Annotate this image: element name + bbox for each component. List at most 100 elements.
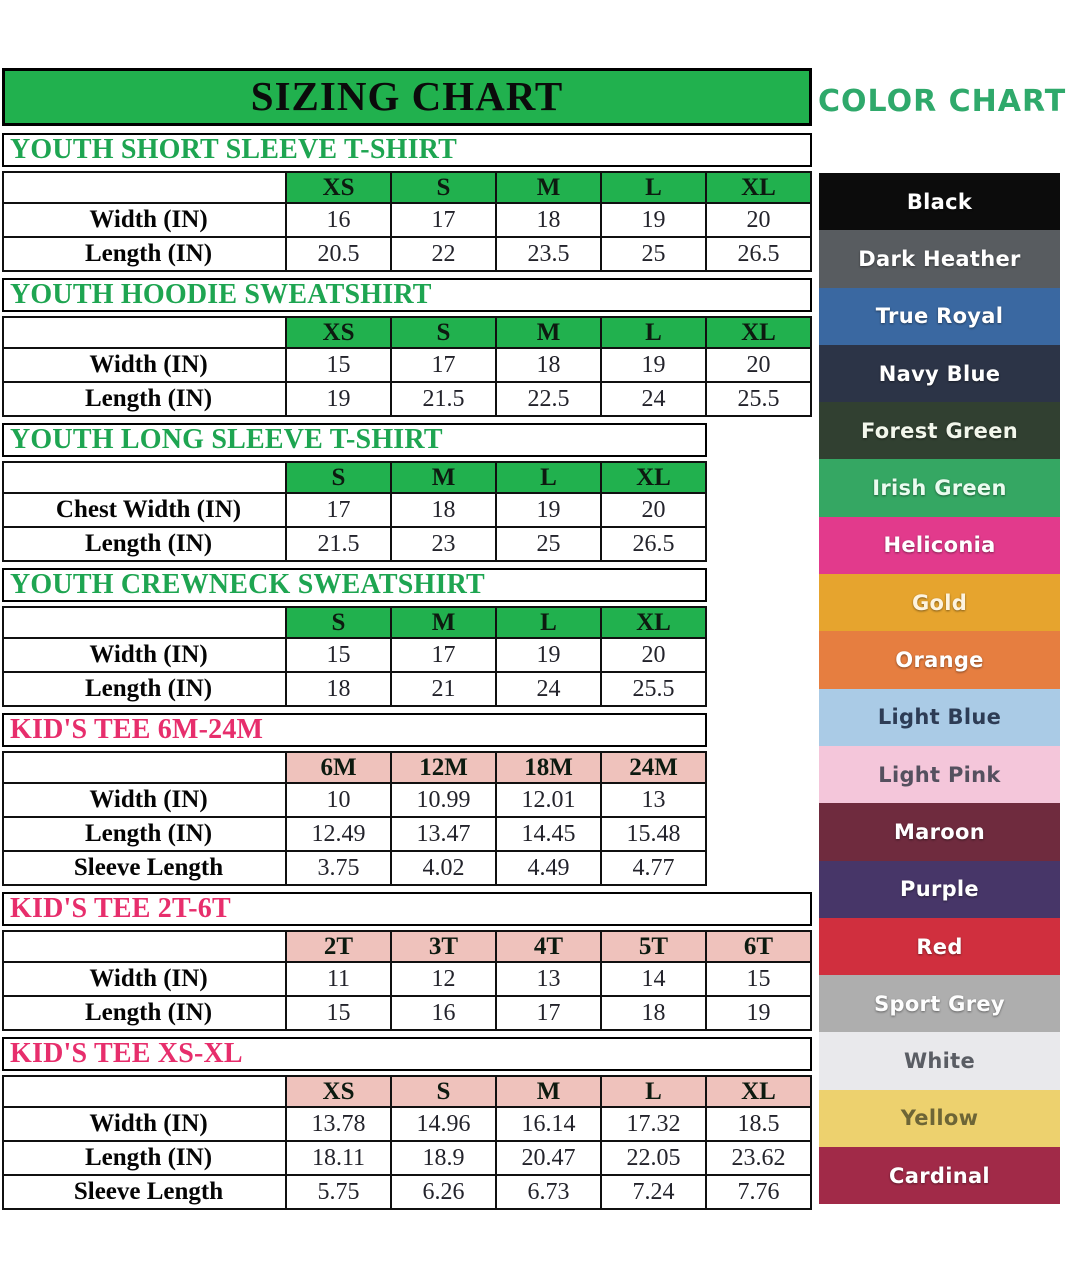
color-swatch-maroon: Maroon [819,803,1060,861]
size-column-header: 6M [285,751,392,784]
size-header-row: XS S M L XL [2,1075,812,1108]
size-column-header: 12M [390,751,497,784]
color-swatch-red: Red [819,917,1060,976]
size-value-cell: 14 [600,961,707,997]
size-value-cell: 14.45 [495,816,602,852]
size-value-cell: 22 [390,236,497,272]
size-value-cell: 20 [600,492,707,528]
size-value-cell: 13 [600,782,707,818]
row-label-spacer-cell [2,316,287,349]
measurement-row: Width (IN) 16 17 18 19 20 [2,202,812,238]
size-value-cell: 4.77 [600,850,707,886]
size-value-cell: 12.49 [285,816,392,852]
size-column-header: L [600,1075,707,1108]
color-swatch-irish-green: Irish Green [819,459,1060,517]
size-column-header: S [285,606,392,639]
color-swatch-purple: Purple [819,860,1060,918]
size-value-cell: 23.62 [705,1140,812,1176]
size-value-cell: 20.5 [285,236,392,272]
size-value-cell: 19 [600,202,707,238]
size-value-cell: 16.14 [495,1106,602,1142]
size-value-cell: 18.11 [285,1140,392,1176]
measurement-row: Width (IN) 15 17 18 19 20 [2,347,812,383]
section-heading: KID'S TEE 2T-6T [2,892,812,926]
size-value-cell: 16 [390,995,497,1031]
row-label-spacer-cell [2,930,287,963]
size-value-cell: 17.32 [600,1106,707,1142]
size-column-header: XL [600,606,707,639]
measurement-row: Width (IN) 11 12 13 14 15 [2,961,812,997]
row-label: Length (IN) [2,381,287,417]
size-value-cell: 11 [285,961,392,997]
color-swatch-dark-heather: Dark Heather [819,230,1060,288]
size-value-cell: 19 [285,381,392,417]
size-value-cell: 18 [495,347,602,383]
color-swatch-light-pink: Light Pink [819,745,1060,804]
size-column-header: S [390,171,497,204]
size-column-header: XL [705,316,812,349]
measurement-row: Width (IN) 13.78 14.96 16.14 17.32 18.5 [2,1106,812,1142]
measurement-row: Length (IN) 20.5 22 23.5 25 26.5 [2,236,812,272]
size-value-cell: 7.24 [600,1174,707,1210]
sizing-section: YOUTH HOODIE SWEATSHIRT XS S M L XL Width (IN)… [2,278,814,417]
size-column-header: 4T [495,930,602,963]
size-header-row: 6M 12M 18M 24M [2,751,707,784]
sizing-chart-panel: SIZING CHART YOUTH SHORT SLEEVE T-SHIRT X… [2,68,814,1216]
size-value-cell: 18 [495,202,602,238]
measurement-row: Length (IN) 15 16 17 18 19 [2,995,812,1031]
section-heading: YOUTH HOODIE SWEATSHIRT [2,278,812,312]
section-heading: YOUTH SHORT SLEEVE T-SHIRT [2,133,812,167]
size-value-cell: 26.5 [600,526,707,562]
row-label: Chest Width (IN) [2,492,287,528]
measurement-row: Length (IN) 18 21 24 25.5 [2,671,707,707]
size-column-header: 24M [600,751,707,784]
size-value-cell: 16 [285,202,392,238]
color-swatch-true-royal: True Royal [819,287,1060,345]
sizing-chart-title: SIZING CHART [2,68,812,126]
size-value-cell: 20 [600,637,707,673]
size-value-cell: 21.5 [285,526,392,562]
sizing-table: S M L XL Chest Width (IN) 17 18 19 20 Length (IN)… [2,461,707,562]
row-label: Length (IN) [2,671,287,707]
size-header-row: XS S M L XL [2,171,812,204]
size-value-cell: 24 [600,381,707,417]
size-value-cell: 18.5 [705,1106,812,1142]
color-swatch-cardinal: Cardinal [819,1147,1060,1205]
row-label: Sleeve Length [2,1174,287,1210]
row-label: Length (IN) [2,526,287,562]
row-label: Length (IN) [2,1140,287,1176]
size-value-cell: 25 [600,236,707,272]
sizing-section: KID'S TEE XS-XL XS S M L XL Width (IN) 13.78 14.… [2,1037,814,1210]
size-value-cell: 5.75 [285,1174,392,1210]
size-value-cell: 15 [285,347,392,383]
size-column-header: 6T [705,930,812,963]
size-column-header: 2T [285,930,392,963]
color-swatch-gold: Gold [819,574,1060,632]
measurement-row: Length (IN) 21.5 23 25 26.5 [2,526,707,562]
size-value-cell: 19 [495,492,602,528]
size-header-row: S M L XL [2,606,707,639]
size-value-cell: 19 [495,637,602,673]
size-value-cell: 14.96 [390,1106,497,1142]
size-value-cell: 18 [390,492,497,528]
size-value-cell: 22.05 [600,1140,707,1176]
size-value-cell: 20 [705,347,812,383]
color-chart-title: COLOR CHART [818,84,1066,119]
size-value-cell: 4.02 [390,850,497,886]
row-label: Width (IN) [2,347,287,383]
row-label: Width (IN) [2,782,287,818]
size-column-header: 18M [495,751,602,784]
size-value-cell: 7.76 [705,1174,812,1210]
row-label-spacer-cell [2,751,287,784]
size-column-header: M [390,461,497,494]
size-column-header: M [495,316,602,349]
color-swatch-light-blue: Light Blue [819,688,1060,746]
sizing-table: XS S M L XL Width (IN) 16 17 18 19 20 Length (IN) 20… [2,171,812,272]
row-label: Width (IN) [2,202,287,238]
size-column-header: 5T [600,930,707,963]
sizing-sections: YOUTH SHORT SLEEVE T-SHIRT XS S M L XL Width (… [2,133,814,1210]
color-swatch-navy-blue: Navy Blue [819,344,1060,403]
measurement-row: Chest Width (IN) 17 18 19 20 [2,492,707,528]
size-value-cell: 25.5 [705,381,812,417]
row-label-spacer-cell [2,606,287,639]
